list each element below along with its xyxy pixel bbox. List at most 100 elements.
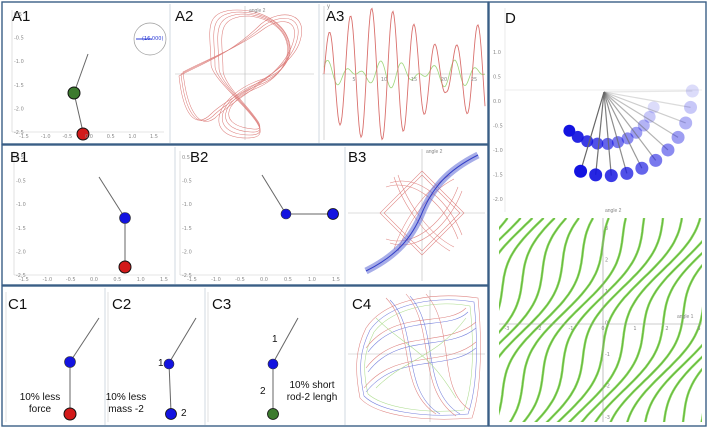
- x-tick-label: 10: [381, 77, 387, 83]
- panel-b2-figure: -1.5 -1.0 -0.5 0.0 0.5 1.0 1.50.5-0.5-1.0-1.5-…: [179, 151, 340, 283]
- panel-b2: -1.5 -1.0 -0.5 0.0 0.5 1.0 1.5 0.5 -0.5 -1.0 -1.5-…: [176, 147, 344, 283]
- y-tick-label: -2.0: [16, 249, 26, 255]
- y-tick-label: -2.5: [16, 273, 26, 279]
- panel-c2-label: C2: [112, 296, 132, 313]
- y-tick-label: -1: [605, 352, 610, 358]
- y-tick-label: 0: [605, 321, 608, 327]
- bob-trace: [604, 169, 618, 183]
- bob-trace: [589, 168, 603, 182]
- dial-value: (16.000): [142, 36, 163, 42]
- bob-trace: [574, 164, 588, 178]
- bob-trace: [685, 84, 699, 98]
- y-tick-label: -3: [605, 415, 610, 421]
- panel-a3-figure: 5 10 15 20 25: [322, 6, 486, 141]
- panel-a2-axis-title: angle 2: [249, 8, 266, 14]
- rod-2-marker: 2: [260, 386, 266, 397]
- y-tick-label: 0.0: [493, 99, 501, 105]
- panel-a3-axis-title: y: [327, 4, 330, 10]
- y-tick-label: -1.5: [16, 226, 26, 232]
- upper-bob: [267, 358, 279, 370]
- y-tick-label: -2.0: [493, 197, 503, 203]
- panel-d-x-axis-title: angle 1: [677, 314, 694, 320]
- y-tick-label: -0.5: [182, 179, 192, 185]
- x-tick-label: -1: [569, 326, 574, 332]
- y-tick-label: -1.0: [16, 202, 26, 208]
- upper-bob: [67, 86, 81, 100]
- x-tick-label: -2: [537, 326, 542, 332]
- bob-trace: [661, 143, 675, 157]
- x-tick-label: 0.5: [284, 277, 292, 283]
- panel-c2: C2 1 2 10% less mass -2: [106, 288, 204, 424]
- upper-bob: [163, 358, 175, 370]
- y-tick-label: -2.0: [182, 249, 192, 255]
- y-tick-label: -0.5: [493, 124, 503, 130]
- panel-c1: C1 10% less force: [4, 288, 104, 424]
- y-tick-label: 2: [605, 258, 608, 264]
- panel-a1: (16.000) -1.5 -1.0 -0.5 0.0 0.5 1.0 1.5 0.5 -0.5…: [4, 4, 169, 142]
- x-tick-label: -0.5: [62, 134, 72, 140]
- panel-d-axis-title: angle 2: [605, 208, 622, 214]
- bob-trace: [684, 100, 698, 114]
- x-tick-label: 0.5: [113, 277, 121, 283]
- y-tick-label: -2: [605, 384, 610, 390]
- panel-c1-label: C1: [8, 296, 28, 313]
- panel-d-figure: 1.0 0.5 0.0 -0.5 -1.0 -1.5 -2.0 -3 -2 -1 0 1 2 3 3 2 1 0…: [491, 8, 702, 424]
- y-tick-label: 3: [605, 226, 608, 232]
- y-tick-label: -1.0: [493, 148, 503, 154]
- x-tick-label: 1.0: [128, 134, 136, 140]
- x-tick-label: 1.5: [150, 134, 158, 140]
- panel-b1: -1.5 -1.0 -0.5 0.0 0.5 1.0 1.5 0.5 -0.5 -1.0 -1.5-…: [4, 147, 174, 283]
- lower-bob: [327, 208, 339, 220]
- bob-trace: [671, 130, 685, 144]
- x-tick-label: -0.5: [235, 277, 245, 283]
- panel-c1-note: 10% less force: [19, 392, 61, 415]
- x-tick-label: 1.0: [308, 277, 316, 283]
- y-tick-label: 0.5: [493, 75, 501, 81]
- panel-b2-label: B2: [190, 149, 209, 166]
- panel-c3-note: 10% short rod-2 lengh: [286, 380, 338, 403]
- flow-line-core: [491, 218, 493, 424]
- x-tick-label: 0: [601, 326, 604, 332]
- panel-b3-label: B3: [348, 149, 367, 166]
- y-tick-label: 1: [605, 289, 608, 295]
- panel-a1-label: A1: [12, 8, 31, 25]
- panel-c3: C3 1 2 10% short rod-2 lengh: [206, 288, 344, 424]
- y-tick-label: -2.0: [14, 106, 24, 112]
- bob-trace: [591, 137, 604, 150]
- lower-bob: [118, 260, 132, 274]
- panel-d-label: D: [505, 10, 516, 27]
- panel-a2: A2 angle 2: [171, 4, 318, 142]
- panel-a3: 5 10 15 20 25 A3 y: [320, 4, 487, 142]
- upper-rod: [69, 317, 100, 363]
- x-tick-label: 2: [665, 326, 668, 332]
- panel-a3-label: A3: [326, 8, 345, 25]
- x-tick-label: 1.5: [160, 277, 168, 283]
- lower-rod: [168, 362, 172, 413]
- x-tick-label: 0.0: [90, 277, 98, 283]
- bob-trace: [679, 116, 693, 130]
- x-tick-label: 5: [352, 77, 355, 83]
- x-tick-label: -1.0: [211, 277, 221, 283]
- x-tick-label: -0.5: [66, 277, 76, 283]
- upper-bob: [119, 212, 131, 224]
- x-tick-label: -3: [505, 326, 510, 332]
- bob-trace: [635, 161, 649, 175]
- upper-bob: [280, 208, 292, 220]
- panel-d: 1.0 0.5 0.0 -0.5 -1.0 -1.5 -2.0 -3 -2 -1 0 1 2 3 3 2 1 0…: [491, 4, 704, 424]
- bob-trace: [620, 166, 634, 180]
- upper-bob: [64, 356, 76, 368]
- panel-b3-figure: [348, 149, 485, 281]
- lower-bob: [267, 408, 279, 420]
- panel-b3-axis-title: angle 2: [426, 149, 443, 155]
- y-tick-label: 1.0: [493, 50, 501, 56]
- rod-1-marker: 1: [272, 334, 278, 345]
- x-tick-label: -1.0: [42, 277, 52, 283]
- bob-trace: [563, 124, 576, 137]
- x-tick-label: -1.0: [41, 134, 51, 140]
- y-tick-label: -1.5: [14, 83, 24, 89]
- panel-c4: C4: [346, 288, 487, 424]
- x-tick-label: 0.5: [107, 134, 115, 140]
- rod-trace: [603, 90, 693, 93]
- rod-2-marker: 2: [181, 408, 187, 419]
- y-tick-label: -2.5: [182, 273, 192, 279]
